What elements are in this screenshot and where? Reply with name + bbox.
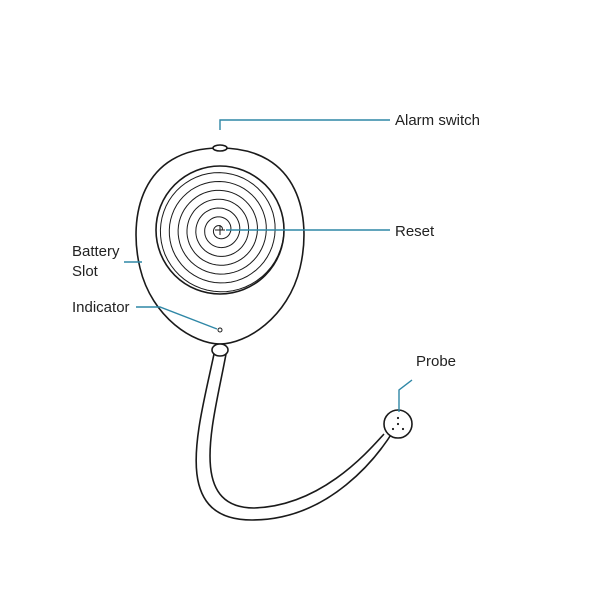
label-battery_slot_l2: Slot (72, 263, 99, 280)
label-reset: Reset (395, 223, 435, 240)
label-alarm_switch: Alarm switch (395, 112, 480, 129)
label-probe: Probe (416, 353, 456, 370)
label-battery_slot_l1: Battery (72, 243, 120, 260)
label-indicator: Indicator (72, 299, 130, 316)
